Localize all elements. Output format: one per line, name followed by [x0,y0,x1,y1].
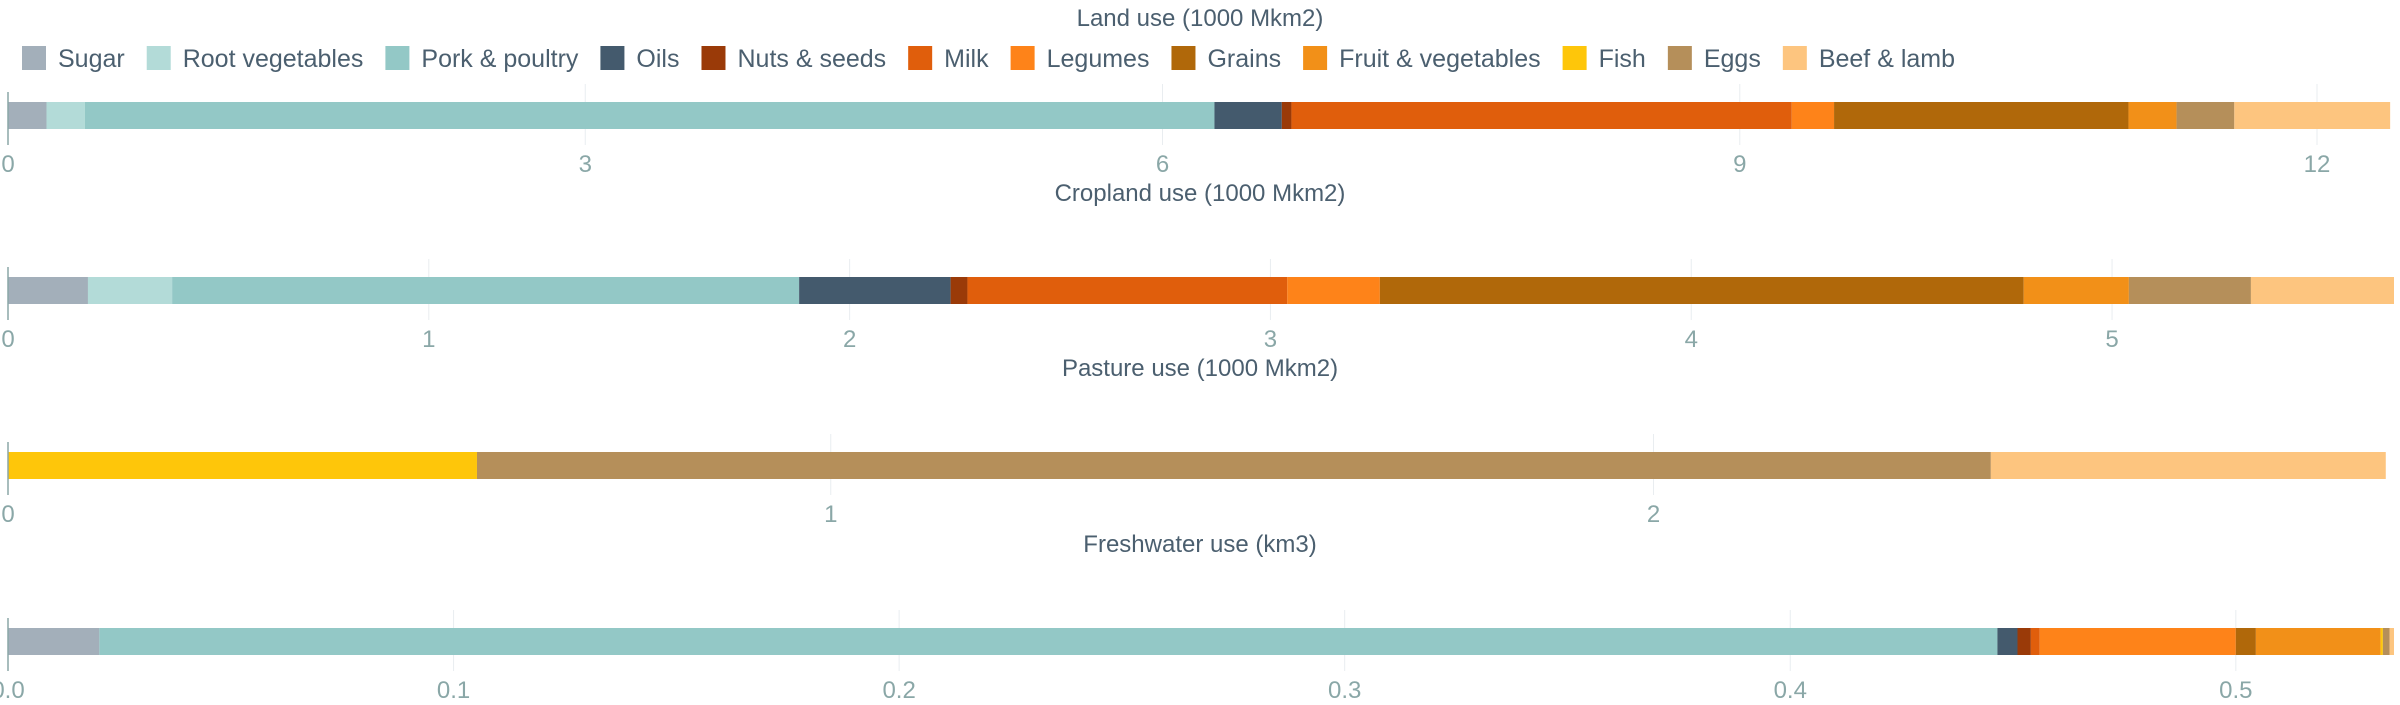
x-tick-label: 0.1 [437,677,470,700]
x-tick-label: 4 [1685,326,1698,353]
bar-segment-beef-lamb [2389,628,2394,655]
legend-label-fish: Fish [1599,45,1646,73]
x-tick-label: 2 [843,326,856,353]
bar-segment-grains [2235,628,2256,655]
legend-label-root-vegetables: Root vegetables [183,45,364,73]
bar-segment-pork-poultry [172,277,800,304]
bar-segment-grains [1834,102,2129,129]
x-tick-label: 0.0 [0,677,25,700]
x-tick-label: 0 [1,326,14,353]
bar-segment-nuts-seeds [1281,102,1292,129]
bar-segment-milk [2030,628,2040,655]
legend-swatch-grains [1171,46,1196,70]
panel-title: Freshwater use (km3) [1083,531,1316,558]
panel-title: Pasture use (1000 Mkm2) [1062,355,1338,382]
legend-label-legumes: Legumes [1047,45,1150,73]
bar-segment-beef-lamb [2234,102,2391,129]
x-tick-label: 9 [1733,151,1746,178]
legend-label-sugar: Sugar [58,45,125,73]
legend-label-nuts-seeds: Nuts & seeds [737,45,886,73]
bar-segment-fruit-vegetables [2255,628,2381,655]
x-tick-label: 0.3 [1328,677,1361,700]
legend-swatch-nuts-seeds [701,46,726,70]
bar-segment-fish [8,452,477,479]
legend-swatch-root-vegetables [146,46,171,70]
bar-segment-root-vegetables [87,277,173,304]
legend-label-pork-poultry: Pork & poultry [421,45,579,73]
panel-title: Cropland use (1000 Mkm2) [1055,180,1346,207]
bar-segment-root-vegetables [46,102,85,129]
x-tick-label: 3 [1264,326,1277,353]
bar-segment-milk [967,277,1288,304]
bar-segment-sugar [8,628,100,655]
bar-segment-beef-lamb [2250,277,2394,304]
bar-segment-eggs [476,452,1991,479]
legend-label-beef-lamb: Beef & lamb [1819,45,1955,73]
bar-segment-nuts-seeds [2017,628,2031,655]
x-tick-label: 0 [1,151,14,178]
legend-label-fruit-vegetables: Fruit & vegetables [1339,45,1541,73]
bar-segment-eggs [2128,277,2251,304]
bar-segment-nuts-seeds [950,277,968,304]
legend-label-oils: Oils [636,45,679,73]
bar-segment-legumes [1287,277,1380,304]
bar-segment-beef-lamb [1990,452,2386,479]
x-tick-label: 3 [579,151,592,178]
bar-segment-fruit-vegetables [2128,102,2177,129]
x-tick-label: 5 [2105,326,2118,353]
legend-swatch-pork-poultry [385,46,410,70]
bar-segment-legumes [1791,102,1835,129]
legend-swatch-eggs [1667,46,1692,70]
bar-segment-pork-poultry [84,102,1215,129]
legend-swatch-legumes [1010,46,1035,70]
bar-segment-grains [1379,277,2024,304]
legend-swatch-milk [908,46,933,70]
x-tick-label: 12 [2304,151,2331,178]
bar-segment-milk [1291,102,1792,129]
x-tick-label: 2 [1647,501,1660,528]
bar-segment-oils [1997,628,2018,655]
bar-segment-eggs [2176,102,2235,129]
legend-swatch-sugar [22,46,46,70]
bar-segment-sugar [8,277,88,304]
legend-label-grains: Grains [1207,45,1281,73]
x-tick-label: 0.2 [882,677,915,700]
bar-segment-oils [799,277,951,304]
legend-swatch-oils [600,46,625,70]
legend-label-milk: Milk [944,45,989,73]
panel-title: Land use (1000 Mkm2) [1077,5,1324,32]
legend-swatch-beef-lamb [1782,46,1807,70]
legend-swatch-fruit-vegetables [1303,46,1328,70]
bar-segment-sugar [8,102,47,129]
bar-segment-fruit-vegetables [2023,277,2129,304]
legend-label-eggs: Eggs [1704,45,1761,73]
bar-segment-legumes [2039,628,2236,655]
x-tick-label: 0.5 [2219,677,2252,700]
bar-segment-pork-poultry [99,628,1998,655]
bar-segment-eggs [2382,628,2390,655]
x-tick-label: 0 [1,501,14,528]
bar-segment-oils [1214,102,1282,129]
x-tick-label: 1 [824,501,837,528]
x-tick-label: 6 [1156,151,1169,178]
x-tick-label: 0.4 [1774,677,1807,700]
bar-segment-fish [2380,628,2383,655]
legend-swatch-fish [1562,46,1587,70]
x-tick-label: 1 [422,326,435,353]
